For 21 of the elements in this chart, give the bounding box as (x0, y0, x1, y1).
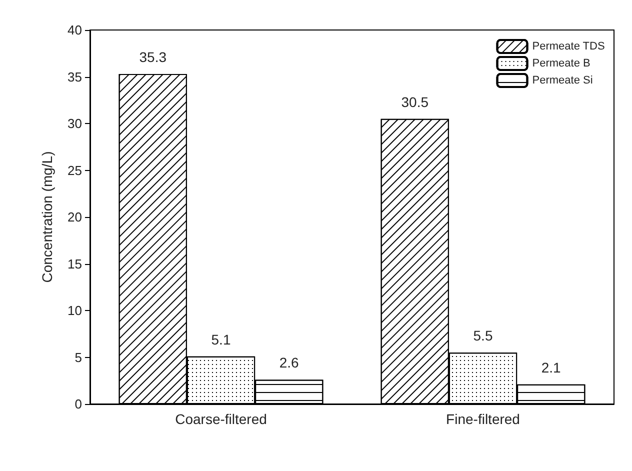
y-tick-label: 35 (68, 69, 82, 84)
data-label: 5.1 (211, 331, 231, 348)
legend-label: Permeate B (532, 58, 590, 70)
y-axis-title: Concentration (mg/L) (39, 151, 55, 283)
y-tick-label: 10 (68, 303, 82, 318)
data-label: 2.1 (541, 359, 562, 376)
x-tick-label: Fine-filtered (446, 411, 520, 427)
y-tick-label: 25 (68, 162, 82, 178)
y-tick-label: 30 (68, 116, 82, 131)
y-tick-label: 5 (74, 350, 82, 365)
y-tick-label: 20 (68, 210, 82, 224)
y-tick-label: 0 (74, 396, 82, 412)
data-label: 2.6 (279, 354, 300, 371)
y-tick-label: 40 (68, 22, 82, 38)
data-label: 5.5 (473, 328, 493, 344)
legend-label: Permeate Si (532, 74, 593, 86)
data-label: 35.3 (139, 48, 167, 65)
data-label: 30.5 (401, 94, 429, 110)
legend-label: Permeate TDS (532, 40, 605, 52)
y-tick-label: 15 (68, 256, 82, 272)
x-tick-label: Coarse-filtered (175, 411, 267, 427)
